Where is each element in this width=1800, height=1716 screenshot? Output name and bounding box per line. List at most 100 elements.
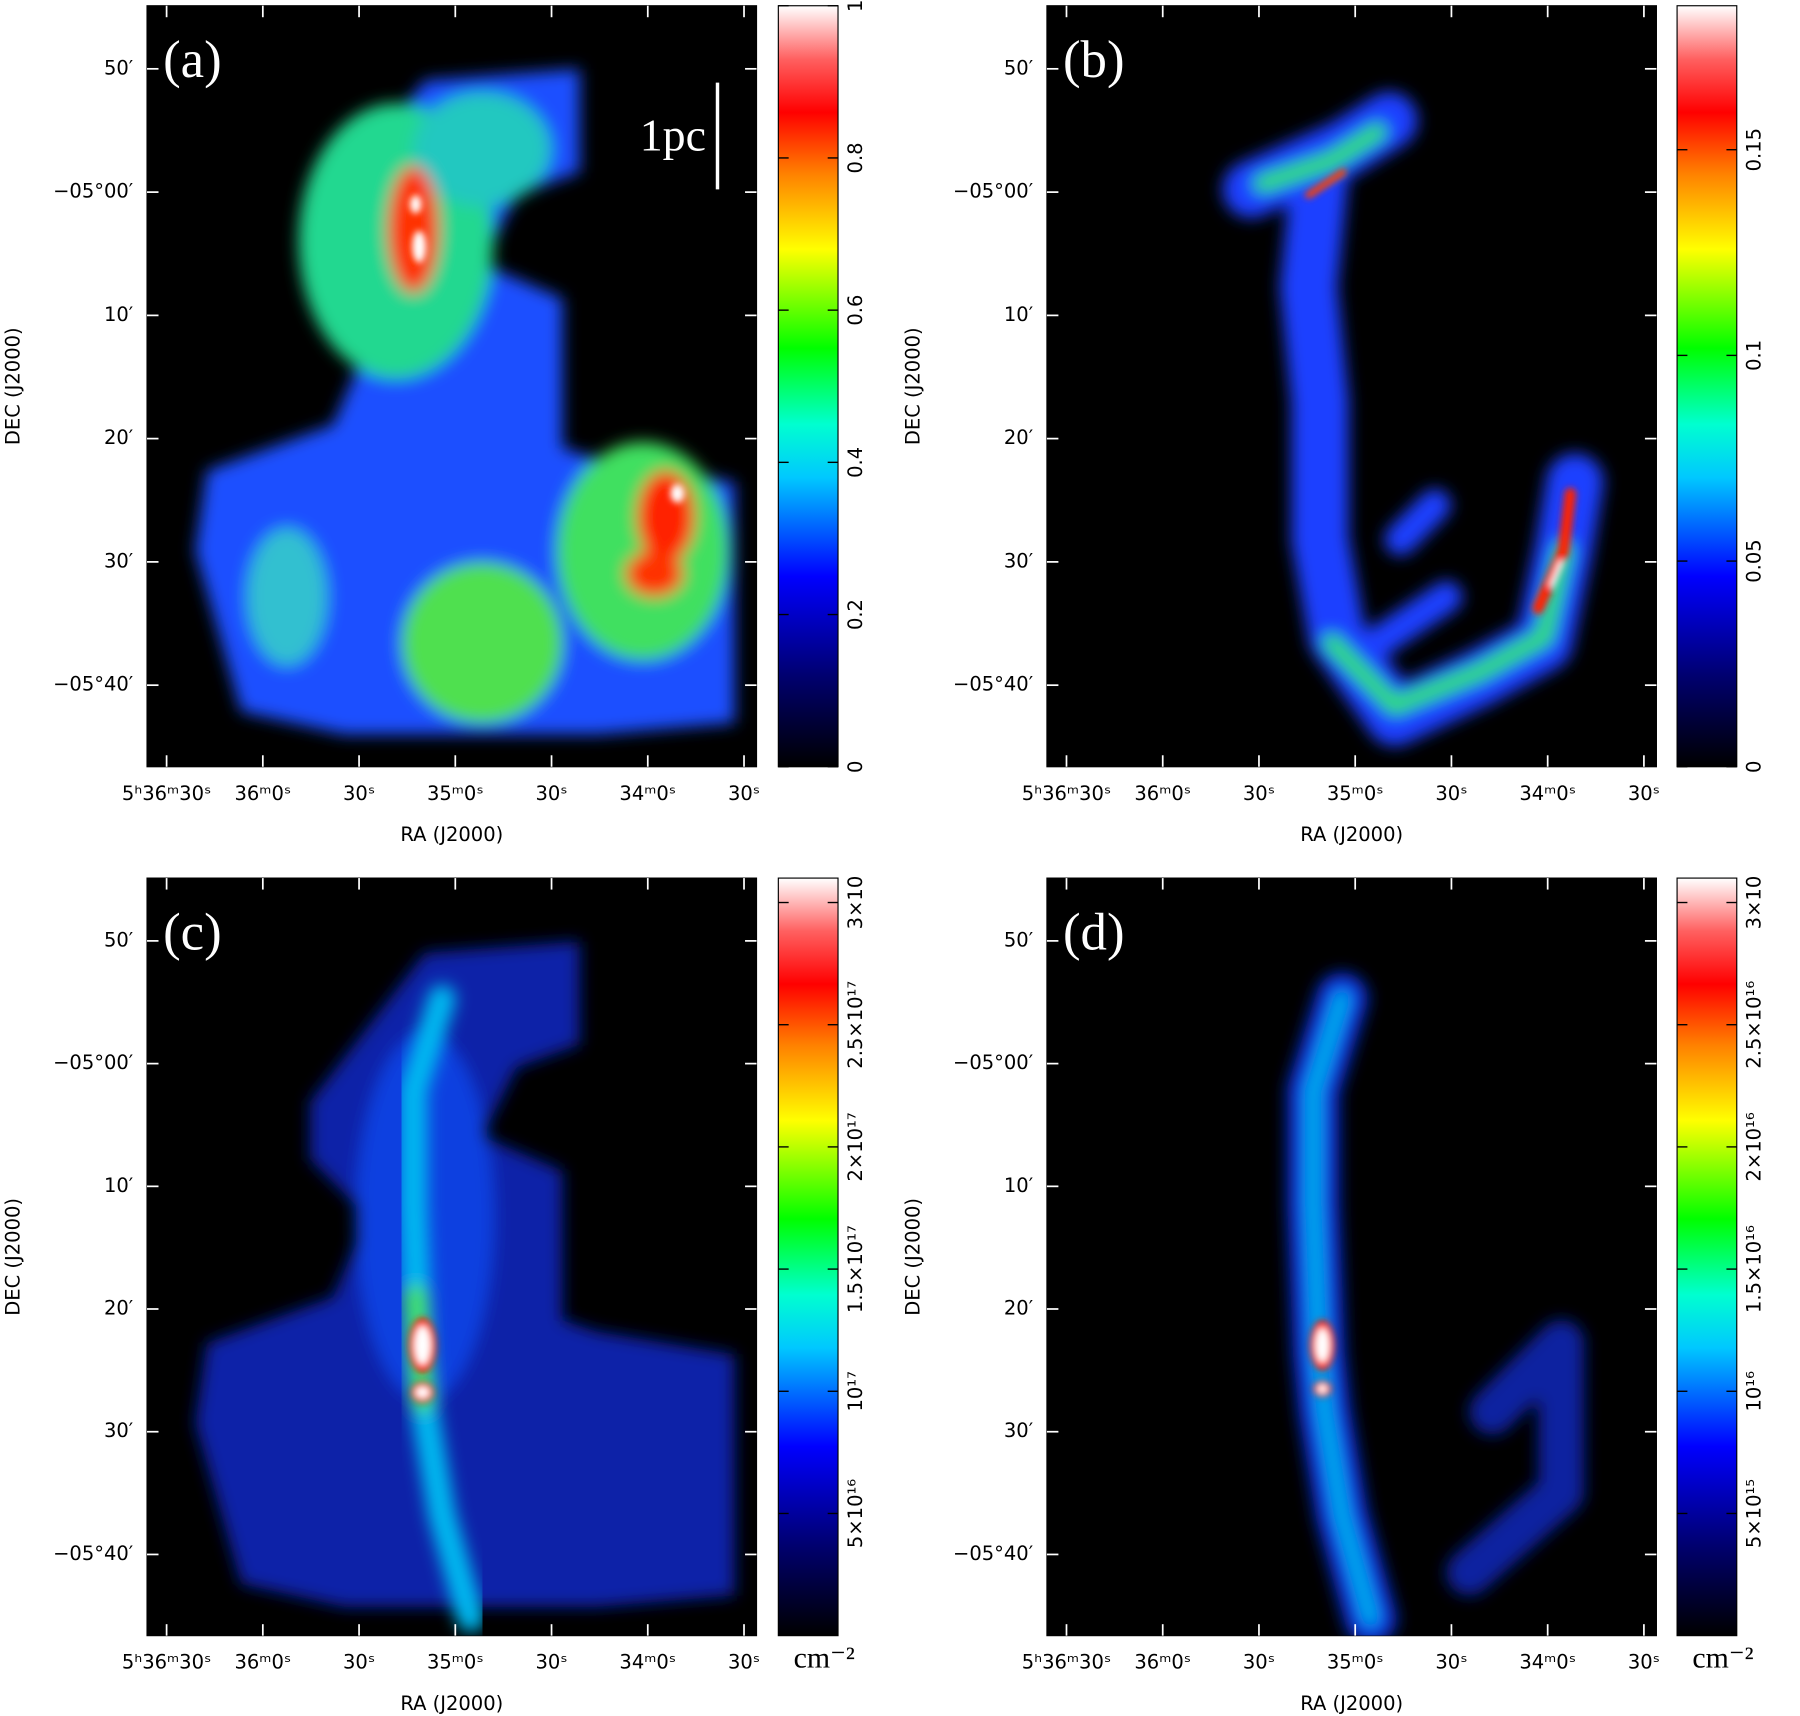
y-tick-label: 10′ [104, 1174, 133, 1197]
colorbar-tick-label: 3×10 [844, 876, 867, 930]
y-tick-label: −05°40′ [953, 673, 1033, 696]
y-tick-label: 30′ [1004, 549, 1033, 572]
x-axis-label: RA (J2000) [1300, 823, 1403, 846]
x-tick-label: 35ᵐ0ˢ [427, 1651, 484, 1674]
colorbar-tick-label: 1 [844, 0, 867, 12]
colorbar [1676, 5, 1738, 768]
y-tick-label: −05°00′ [53, 180, 133, 203]
scale-label: 1pc [640, 110, 706, 161]
colorbar-tick-label: 0.15 [1743, 128, 1766, 171]
x-tick-label: 5ʰ36ᵐ30ˢ [122, 1651, 211, 1674]
y-tick-label: 30′ [104, 549, 133, 572]
x-tick-label: 30ˢ [535, 782, 567, 805]
x-tick-label: 35ᵐ0ˢ [427, 782, 484, 805]
foreground-layer: (a) 50′ −05°00′ 10′ 20′ 30′ −05°40′ 5ʰ36ᵐ30ˢ 36ᵐ… [1, 0, 1765, 1715]
colorbar-tick-label: 1.5×10¹⁷ [844, 1225, 867, 1313]
emission-b [1222, 91, 1604, 747]
x-tick-label: 30ˢ [1435, 782, 1467, 805]
emission-shape [1222, 91, 1604, 747]
y-tick-label: 50′ [104, 928, 133, 951]
x-tick-label: 34ᵐ0ˢ [1519, 1651, 1576, 1674]
colorbar-tick-label: 0.4 [844, 447, 867, 478]
panel-label: (b) [1063, 31, 1125, 89]
emission-peak [1309, 1320, 1336, 1397]
colorbar-tick-label: 10¹⁶ [1743, 1371, 1766, 1412]
emission-a [195, 68, 735, 735]
colorbar-tick-label: 0 [844, 761, 867, 773]
colorbar-tick-label: 0.1 [1743, 340, 1766, 371]
colorbar-tick-label: 2×10¹⁷ [844, 1112, 867, 1181]
x-tick-label: 30ˢ [535, 1651, 567, 1674]
emission-shape [195, 68, 735, 735]
x-tick-label: 36ᵐ0ˢ [235, 782, 292, 805]
x-tick-label: 36ᵐ0ˢ [235, 1651, 292, 1674]
colorbar-tick-label: 2.5×10¹⁷ [844, 981, 867, 1069]
colorbar-tick-label: 0.2 [844, 599, 867, 630]
x-tick-label: 35ᵐ0ˢ [1327, 782, 1384, 805]
x-tick-label: 36ᵐ0ˢ [1134, 1651, 1191, 1674]
x-tick-label: 30ˢ [728, 782, 760, 805]
x-tick-label: 30ˢ [343, 782, 375, 805]
y-tick-label: 10′ [104, 303, 133, 326]
x-tick-label: 30ˢ [728, 1651, 760, 1674]
x-tick-label: 30ˢ [1628, 782, 1660, 805]
y-axis-label: DEC (J2000) [1, 1198, 24, 1316]
y-tick-label: 50′ [104, 56, 133, 79]
y-tick-label: −05°40′ [53, 1542, 133, 1565]
x-axis-label: RA (J2000) [1300, 1692, 1403, 1715]
colorbar-tick-label: 5×10¹⁶ [844, 1479, 867, 1548]
y-tick-label: 20′ [1004, 1296, 1033, 1319]
y-tick-label: 30′ [104, 1419, 133, 1442]
colorbar-unit: cm⁻² [1692, 1642, 1753, 1675]
y-axis-label: DEC (J2000) [1, 327, 24, 445]
colorbar-tick-label: 0.6 [844, 295, 867, 326]
x-tick-label: 30ˢ [1435, 1651, 1467, 1674]
colorbar-tick-label: 3×10 [1743, 876, 1766, 930]
x-tick-label: 30ˢ [343, 1651, 375, 1674]
emission-peak [1305, 168, 1577, 615]
colorbar [777, 5, 839, 768]
colorbar-tick-label: 0.8 [844, 142, 867, 173]
x-tick-label: 36ᵐ0ˢ [1134, 782, 1191, 805]
y-tick-label: 20′ [104, 1296, 133, 1319]
x-tick-label: 5ʰ36ᵐ30ˢ [1022, 782, 1111, 805]
panel-label: (c) [163, 903, 222, 961]
x-axis-label: RA (J2000) [400, 1692, 503, 1715]
y-tick-label: −05°00′ [53, 1051, 133, 1074]
colorbar-tick-label: 0 [1743, 761, 1766, 773]
x-tick-label: 34ᵐ0ˢ [1519, 782, 1576, 805]
x-tick-label: 34ᵐ0ˢ [619, 1651, 676, 1674]
colorbar-unit: cm⁻² [794, 1642, 855, 1675]
y-tick-label: 10′ [1004, 303, 1033, 326]
emission-d [1287, 972, 1585, 1636]
x-tick-label: 30ˢ [1628, 1651, 1660, 1674]
colorbar [1676, 877, 1738, 1637]
panel-label: (d) [1063, 903, 1125, 961]
panel-label: (a) [163, 31, 222, 89]
y-tick-label: −05°00′ [953, 1051, 1033, 1074]
x-axis-label: RA (J2000) [400, 823, 503, 846]
emission-peak [409, 195, 685, 503]
x-tick-label: 5ʰ36ᵐ30ˢ [1022, 1651, 1111, 1674]
y-tick-label: 10′ [1004, 1174, 1033, 1197]
y-tick-label: −05°00′ [953, 180, 1033, 203]
y-tick-label: 30′ [1004, 1419, 1033, 1442]
colorbar-tick-label: 5×10¹⁵ [1743, 1479, 1766, 1548]
y-tick-label: 20′ [104, 426, 133, 449]
colorbar-tick-label: 2×10¹⁶ [1743, 1112, 1766, 1181]
colorbar-tick-label: 10¹⁷ [844, 1371, 867, 1411]
colorbar-tick-label: 0.05 [1743, 539, 1766, 582]
y-tick-label: 50′ [1004, 928, 1033, 951]
y-tick-label: −05°40′ [953, 1542, 1033, 1565]
y-axis-label: DEC (J2000) [901, 1198, 924, 1316]
x-tick-label: 5ʰ36ᵐ30ˢ [122, 782, 211, 805]
x-tick-label: 30ˢ [1243, 782, 1275, 805]
x-tick-label: 35ᵐ0ˢ [1327, 1651, 1384, 1674]
colorbar [777, 877, 839, 1637]
emission-peak [408, 1317, 437, 1403]
x-tick-label: 34ᵐ0ˢ [619, 782, 676, 805]
y-tick-label: 50′ [1004, 56, 1033, 79]
y-tick-label: −05°40′ [53, 673, 133, 696]
